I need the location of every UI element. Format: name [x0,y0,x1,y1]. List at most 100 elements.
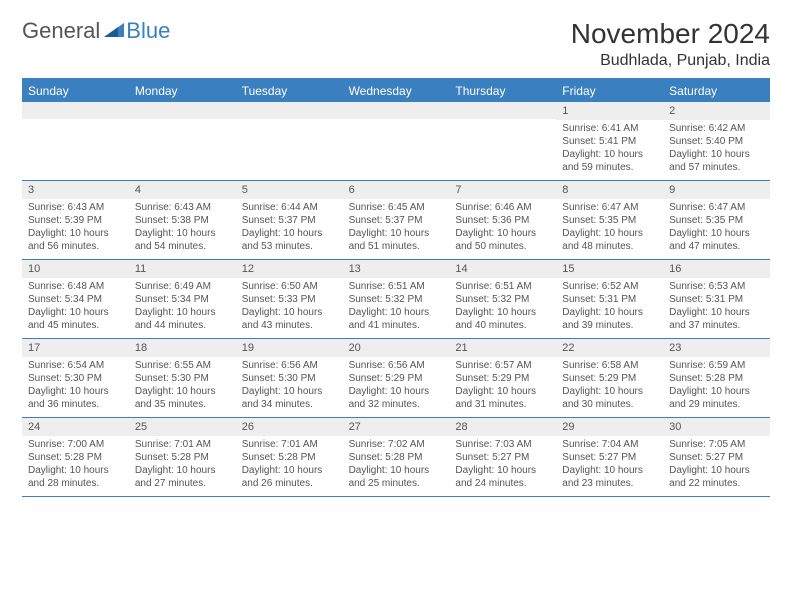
day-number: 16 [663,260,770,278]
week-row: 1Sunrise: 6:41 AMSunset: 5:41 PMDaylight… [22,102,770,181]
day-body: Sunrise: 6:51 AMSunset: 5:32 PMDaylight:… [449,278,556,336]
day-cell: 29Sunrise: 7:04 AMSunset: 5:27 PMDayligh… [556,418,663,496]
day-body: Sunrise: 7:01 AMSunset: 5:28 PMDaylight:… [129,436,236,494]
day-body: Sunrise: 6:42 AMSunset: 5:40 PMDaylight:… [663,120,770,178]
sunrise-text: Sunrise: 6:42 AM [669,122,764,135]
day-number: 22 [556,339,663,357]
dow-monday: Monday [129,80,236,102]
day-cell: 21Sunrise: 6:57 AMSunset: 5:29 PMDayligh… [449,339,556,417]
day-cell: 9Sunrise: 6:47 AMSunset: 5:35 PMDaylight… [663,181,770,259]
day-cell: 6Sunrise: 6:45 AMSunset: 5:37 PMDaylight… [343,181,450,259]
sunset-text: Sunset: 5:41 PM [562,135,657,148]
day-number: 29 [556,418,663,436]
day-cell: 10Sunrise: 6:48 AMSunset: 5:34 PMDayligh… [22,260,129,338]
sunset-text: Sunset: 5:30 PM [242,372,337,385]
sunset-text: Sunset: 5:28 PM [669,372,764,385]
day-body: Sunrise: 6:41 AMSunset: 5:41 PMDaylight:… [556,120,663,178]
daylight-text: Daylight: 10 hours and 56 minutes. [28,227,123,253]
title-block: November 2024 Budhlada, Punjab, India [571,18,770,70]
sunset-text: Sunset: 5:32 PM [349,293,444,306]
day-number: 26 [236,418,343,436]
day-number: 13 [343,260,450,278]
daylight-text: Daylight: 10 hours and 36 minutes. [28,385,123,411]
day-cell: 1Sunrise: 6:41 AMSunset: 5:41 PMDaylight… [556,102,663,180]
sunrise-text: Sunrise: 7:03 AM [455,438,550,451]
sunset-text: Sunset: 5:29 PM [455,372,550,385]
day-body: Sunrise: 6:47 AMSunset: 5:35 PMDaylight:… [556,199,663,257]
day-number: 23 [663,339,770,357]
sunset-text: Sunset: 5:35 PM [562,214,657,227]
sunset-text: Sunset: 5:28 PM [242,451,337,464]
day-number: 28 [449,418,556,436]
sunrise-text: Sunrise: 6:52 AM [562,280,657,293]
day-cell: 13 Sunrise: 6:51 AMSunset: 5:32 PMDayligh… [343,260,450,338]
day-body: Sunrise: 6:59 AMSunset: 5:28 PMDaylight:… [663,357,770,415]
calendar: Sunday Monday Tuesday Wednesday Thursday… [22,78,770,497]
day-body: Sunrise: 7:01 AMSunset: 5:28 PMDaylight:… [236,436,343,494]
day-cell: 28Sunrise: 7:03 AMSunset: 5:27 PMDayligh… [449,418,556,496]
day-body: Sunrise: 6:44 AMSunset: 5:37 PMDaylight:… [236,199,343,257]
day-body: Sunrise: 6:47 AMSunset: 5:35 PMDaylight:… [663,199,770,257]
day-number: 21 [449,339,556,357]
daylight-text: Daylight: 10 hours and 32 minutes. [349,385,444,411]
day-cell: 3Sunrise: 6:43 AMSunset: 5:39 PMDaylight… [22,181,129,259]
sunrise-text: Sunrise: 6:58 AM [562,359,657,372]
sunset-text: Sunset: 5:27 PM [562,451,657,464]
sunset-text: Sunset: 5:38 PM [135,214,230,227]
day-body: Sunrise: 7:03 AMSunset: 5:27 PMDaylight:… [449,436,556,494]
day-number: 17 [22,339,129,357]
sunrise-text: Sunrise: 6:49 AM [135,280,230,293]
day-cell: 26Sunrise: 7:01 AMSunset: 5:28 PMDayligh… [236,418,343,496]
daylight-text: Daylight: 10 hours and 41 minutes. [349,306,444,332]
daylight-text: Daylight: 10 hours and 44 minutes. [135,306,230,332]
day-cell: 16Sunrise: 6:53 AMSunset: 5:31 PMDayligh… [663,260,770,338]
daylight-text: Daylight: 10 hours and 22 minutes. [669,464,764,490]
sunrise-text: Sunrise: 6:46 AM [455,201,550,214]
weeks-container: 1Sunrise: 6:41 AMSunset: 5:41 PMDaylight… [22,102,770,497]
day-cell: 11Sunrise: 6:49 AMSunset: 5:34 PMDayligh… [129,260,236,338]
day-cell: 12Sunrise: 6:50 AMSunset: 5:33 PMDayligh… [236,260,343,338]
day-number: 25 [129,418,236,436]
day-cell: 8Sunrise: 6:47 AMSunset: 5:35 PMDaylight… [556,181,663,259]
dow-thursday: Thursday [449,80,556,102]
logo-triangle-icon [104,21,124,42]
daylight-text: Daylight: 10 hours and 23 minutes. [562,464,657,490]
day-number: 6 [343,181,450,199]
day-body: Sunrise: 7:02 AMSunset: 5:28 PMDaylight:… [343,436,450,494]
day-cell: 19Sunrise: 6:56 AMSunset: 5:30 PMDayligh… [236,339,343,417]
daylight-text: Daylight: 10 hours and 37 minutes. [669,306,764,332]
day-cell: 30Sunrise: 7:05 AMSunset: 5:27 PMDayligh… [663,418,770,496]
sunrise-text: Sunrise: 6:48 AM [28,280,123,293]
day-cell [236,102,343,180]
sunrise-text: Sunrise: 6:54 AM [28,359,123,372]
day-number: 1 [556,102,663,120]
day-number: 20 [343,339,450,357]
day-number: 10 [22,260,129,278]
sunset-text: Sunset: 5:37 PM [242,214,337,227]
sunset-text: Sunset: 5:31 PM [669,293,764,306]
daylight-text: Daylight: 10 hours and 59 minutes. [562,148,657,174]
day-cell: 7Sunrise: 6:46 AMSunset: 5:36 PMDaylight… [449,181,556,259]
sunset-text: Sunset: 5:31 PM [562,293,657,306]
daylight-text: Daylight: 10 hours and 25 minutes. [349,464,444,490]
sunrise-text: Sunrise: 6:51 AM [349,280,444,293]
day-number: 8 [556,181,663,199]
day-body: Sunrise: 6:54 AMSunset: 5:30 PMDaylight:… [22,357,129,415]
daylight-text: Daylight: 10 hours and 45 minutes. [28,306,123,332]
day-body: Sunrise: 6:46 AMSunset: 5:36 PMDaylight:… [449,199,556,257]
day-cell: 25Sunrise: 7:01 AMSunset: 5:28 PMDayligh… [129,418,236,496]
day-body: Sunrise: 7:00 AMSunset: 5:28 PMDaylight:… [22,436,129,494]
daylight-text: Daylight: 10 hours and 53 minutes. [242,227,337,253]
daylight-text: Daylight: 10 hours and 35 minutes. [135,385,230,411]
sunrise-text: Sunrise: 7:00 AM [28,438,123,451]
sunset-text: Sunset: 5:28 PM [135,451,230,464]
day-number [22,102,129,119]
sunset-text: Sunset: 5:27 PM [455,451,550,464]
sunrise-text: Sunrise: 6:43 AM [135,201,230,214]
day-cell: 4Sunrise: 6:43 AMSunset: 5:38 PMDaylight… [129,181,236,259]
sunrise-text: Sunrise: 7:02 AM [349,438,444,451]
sunrise-text: Sunrise: 7:05 AM [669,438,764,451]
day-number: 11 [129,260,236,278]
daylight-text: Daylight: 10 hours and 28 minutes. [28,464,123,490]
sunrise-text: Sunrise: 7:01 AM [242,438,337,451]
